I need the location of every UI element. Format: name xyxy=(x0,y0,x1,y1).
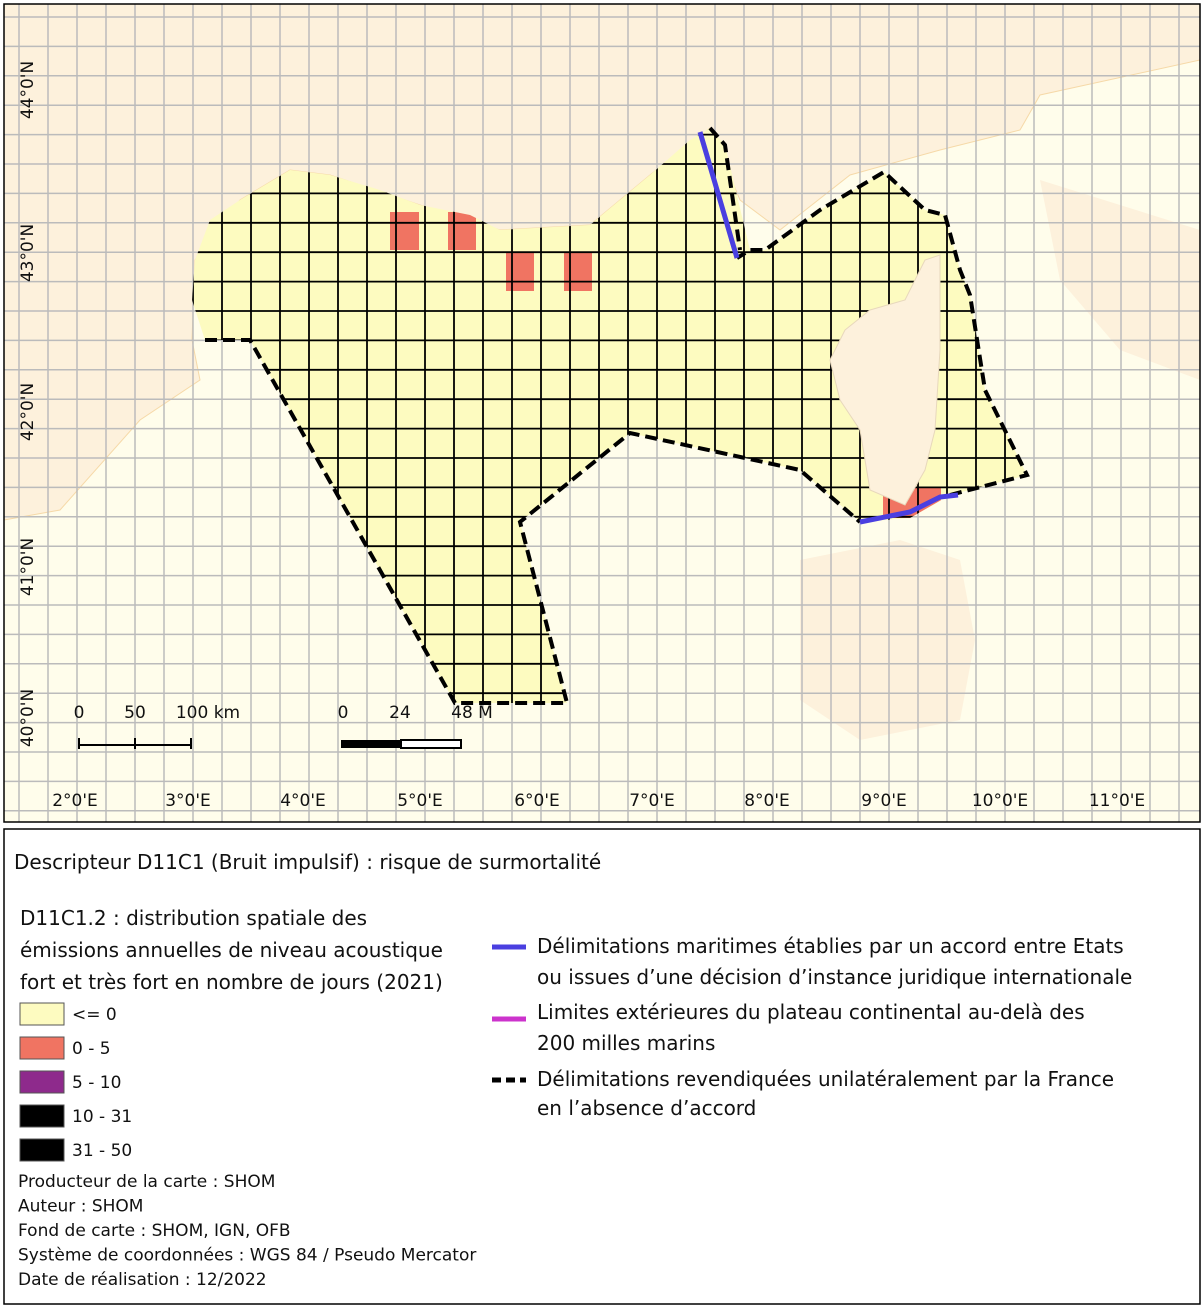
scale-label: 100 km xyxy=(176,703,240,723)
lat-labels: 44°0'N 43°0'N 42°0'N 41°0'N 40°0'N xyxy=(18,61,38,747)
sardinia xyxy=(800,540,975,740)
lon-label: 10°0'E xyxy=(972,791,1028,811)
scale-bar xyxy=(341,740,401,748)
credits: Producteur de la carte : SHOM Auteur : SH… xyxy=(18,1172,476,1290)
credit-line: Fond de carte : SHOM, IGN, OFB xyxy=(18,1221,291,1241)
credit-line: Date de réalisation : 12/2022 xyxy=(18,1270,267,1290)
credit-line: Producteur de la carte : SHOM xyxy=(18,1172,275,1192)
class-label: 5 - 10 xyxy=(72,1073,121,1093)
corsica xyxy=(829,254,941,506)
lat-label: 43°0'N xyxy=(18,224,38,282)
class-swatch xyxy=(19,1138,65,1162)
legend-title: Descripteur D11C1 (Bruit impulsif) : ris… xyxy=(14,850,601,874)
legend-subtitle: D11C1.2 : distribution spatiale des émis… xyxy=(20,906,443,994)
claimed-boundary xyxy=(205,126,1030,705)
subtitle-line: D11C1.2 : distribution spatiale des xyxy=(20,906,367,930)
class-swatch xyxy=(19,1104,65,1128)
lat-label: 41°0'N xyxy=(18,538,38,596)
lon-label: 8°0'E xyxy=(744,791,790,811)
lon-label: 11°0'E xyxy=(1089,791,1145,811)
class-swatch xyxy=(19,1002,65,1026)
boundary-label: en l’absence d’accord xyxy=(537,1096,756,1120)
class-label: 0 - 5 xyxy=(72,1039,111,1059)
scale-label: 50 xyxy=(124,703,146,723)
subtitle-line: émissions annuelles de niveau acoustique xyxy=(20,938,443,962)
lat-label: 42°0'N xyxy=(18,383,38,441)
boundary-label: Délimitations revendiquées unilatéraleme… xyxy=(537,1067,1114,1091)
class-label: 10 - 31 xyxy=(72,1107,132,1127)
scale-nm: 0 24 48 M xyxy=(338,703,493,749)
cell xyxy=(390,212,419,250)
scale-km: 0 50 100 km xyxy=(74,703,240,749)
lon-label: 2°0'E xyxy=(52,791,98,811)
boundary-label: Limites extérieures du plateau continent… xyxy=(537,1000,1085,1024)
map-frame xyxy=(3,3,1201,823)
scale-label: 48 M xyxy=(451,703,493,723)
scale-label: 24 xyxy=(389,703,411,723)
subtitle-line: fort et très fort en nombre de jours (20… xyxy=(20,970,443,994)
cell xyxy=(448,212,476,250)
lat-label: 44°0'N xyxy=(18,61,38,119)
boundary-label: ou issues d’une décision d’instance juri… xyxy=(537,965,1132,989)
cell xyxy=(564,253,592,291)
credit-line: Auteur : SHOM xyxy=(18,1197,143,1217)
credit-line: Système de coordonnées : WGS 84 / Pseudo… xyxy=(18,1246,476,1266)
class-label: 31 - 50 xyxy=(72,1141,132,1161)
lon-label: 6°0'E xyxy=(514,791,560,811)
scale-label: 0 xyxy=(74,703,85,723)
class-label: <= 0 xyxy=(72,1005,117,1025)
agreed-boundary xyxy=(697,131,959,525)
legend-box xyxy=(3,828,1201,1305)
map: 44°0'N 43°0'N 42°0'N 41°0'N 40°0'N 2°0'E 3°0'… xyxy=(4,4,1200,822)
italy xyxy=(1040,180,1200,380)
class-swatch xyxy=(19,1036,65,1060)
boundary-label: Délimitations maritimes établies par un … xyxy=(537,934,1124,958)
lon-labels: 2°0'E 3°0'E 4°0'E 5°0'E 6°0'E 7°0'E 8°0'E 9°0'E… xyxy=(52,791,1145,811)
lon-label: 3°0'E xyxy=(165,791,211,811)
scale-label: 0 xyxy=(338,703,349,723)
lon-label: 5°0'E xyxy=(397,791,443,811)
lon-label: 4°0'E xyxy=(280,791,326,811)
zone xyxy=(192,128,1027,703)
boundary-legend: Délimitations maritimes établies par un … xyxy=(492,934,1132,1120)
lon-label: 9°0'E xyxy=(861,791,907,811)
lon-label: 7°0'E xyxy=(629,791,675,811)
lat-label: 40°0'N xyxy=(18,689,38,747)
boundary-label: 200 milles marins xyxy=(537,1031,715,1055)
class-swatch xyxy=(19,1070,65,1094)
scale-bar xyxy=(400,739,462,749)
cell xyxy=(506,253,534,291)
class-legend: <= 0 0 - 5 5 - 10 10 - 31 31 - 50 xyxy=(19,1002,132,1162)
